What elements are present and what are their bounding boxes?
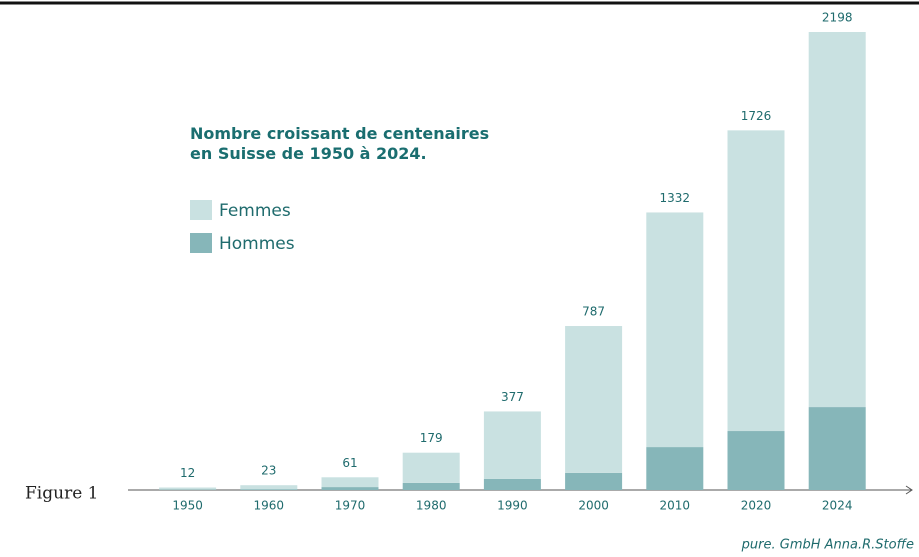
value-label: 23 — [261, 464, 276, 478]
bar-segment — [808, 32, 866, 408]
bar-segment — [159, 487, 217, 490]
legend-swatch — [190, 233, 212, 253]
bar-segment — [727, 431, 785, 490]
bar-segment — [483, 478, 541, 490]
value-label: 61 — [342, 456, 357, 470]
bar-segment — [646, 212, 704, 448]
bar-segment — [402, 452, 460, 483]
credit: pure. GmbH Anna.R.Stoffe — [741, 538, 914, 553]
bar-segment — [727, 130, 785, 432]
x-tick-label: 2020 — [741, 499, 772, 513]
legend-swatch — [190, 200, 212, 220]
x-tick-label: 1960 — [254, 499, 285, 513]
bar-segment — [402, 482, 460, 490]
value-label: 377 — [501, 390, 524, 404]
x-tick-label: 1950 — [172, 499, 203, 513]
figure-label: Figure 1 — [25, 484, 98, 504]
bar-segment — [321, 487, 379, 490]
value-label: 1332 — [660, 191, 691, 205]
bar-segment — [646, 447, 704, 490]
legend-label: Hommes — [219, 234, 295, 254]
bar-segment — [565, 472, 623, 490]
bar-segment — [321, 477, 379, 488]
value-label: 179 — [420, 431, 443, 445]
x-tick-label: 1990 — [497, 499, 528, 513]
bar-segment — [483, 411, 541, 479]
x-tick-label: 2000 — [578, 499, 609, 513]
bar-segment — [565, 326, 623, 473]
x-tick-label: 1980 — [416, 499, 447, 513]
value-label: 787 — [582, 305, 605, 319]
x-tick-label: 2010 — [660, 499, 691, 513]
bar-segment — [240, 489, 298, 490]
bar-segment — [808, 407, 866, 490]
value-label: 2198 — [822, 11, 853, 25]
value-label: 1726 — [741, 109, 772, 123]
x-tick-label: 2024 — [822, 499, 853, 513]
legend-label: Femmes — [219, 201, 291, 221]
bar-segment — [240, 485, 298, 490]
axis-arrow — [905, 485, 913, 495]
value-label: 12 — [180, 466, 195, 480]
chart-title: Nombre croissant de centenaires en Suisse… — [190, 124, 489, 163]
x-tick-label: 1970 — [335, 499, 366, 513]
